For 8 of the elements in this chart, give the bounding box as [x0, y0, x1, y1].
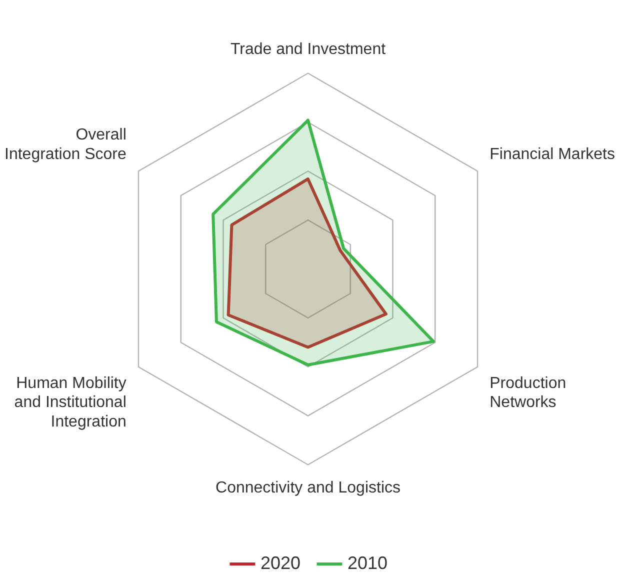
legend-label: 2020 — [260, 552, 301, 573]
legend-label: 2010 — [348, 552, 388, 573]
spoke-label: Production Networks — [490, 374, 566, 412]
spoke-label: Human Mobility and Institutional Integration — [14, 374, 126, 430]
spoke-label: Overall Integration Score — [4, 126, 126, 163]
spoke-label: Financial Markets — [490, 146, 615, 163]
spoke-label: Trade and Investment — [230, 41, 386, 58]
spoke-label: Connectivity and Logistics — [216, 480, 400, 497]
